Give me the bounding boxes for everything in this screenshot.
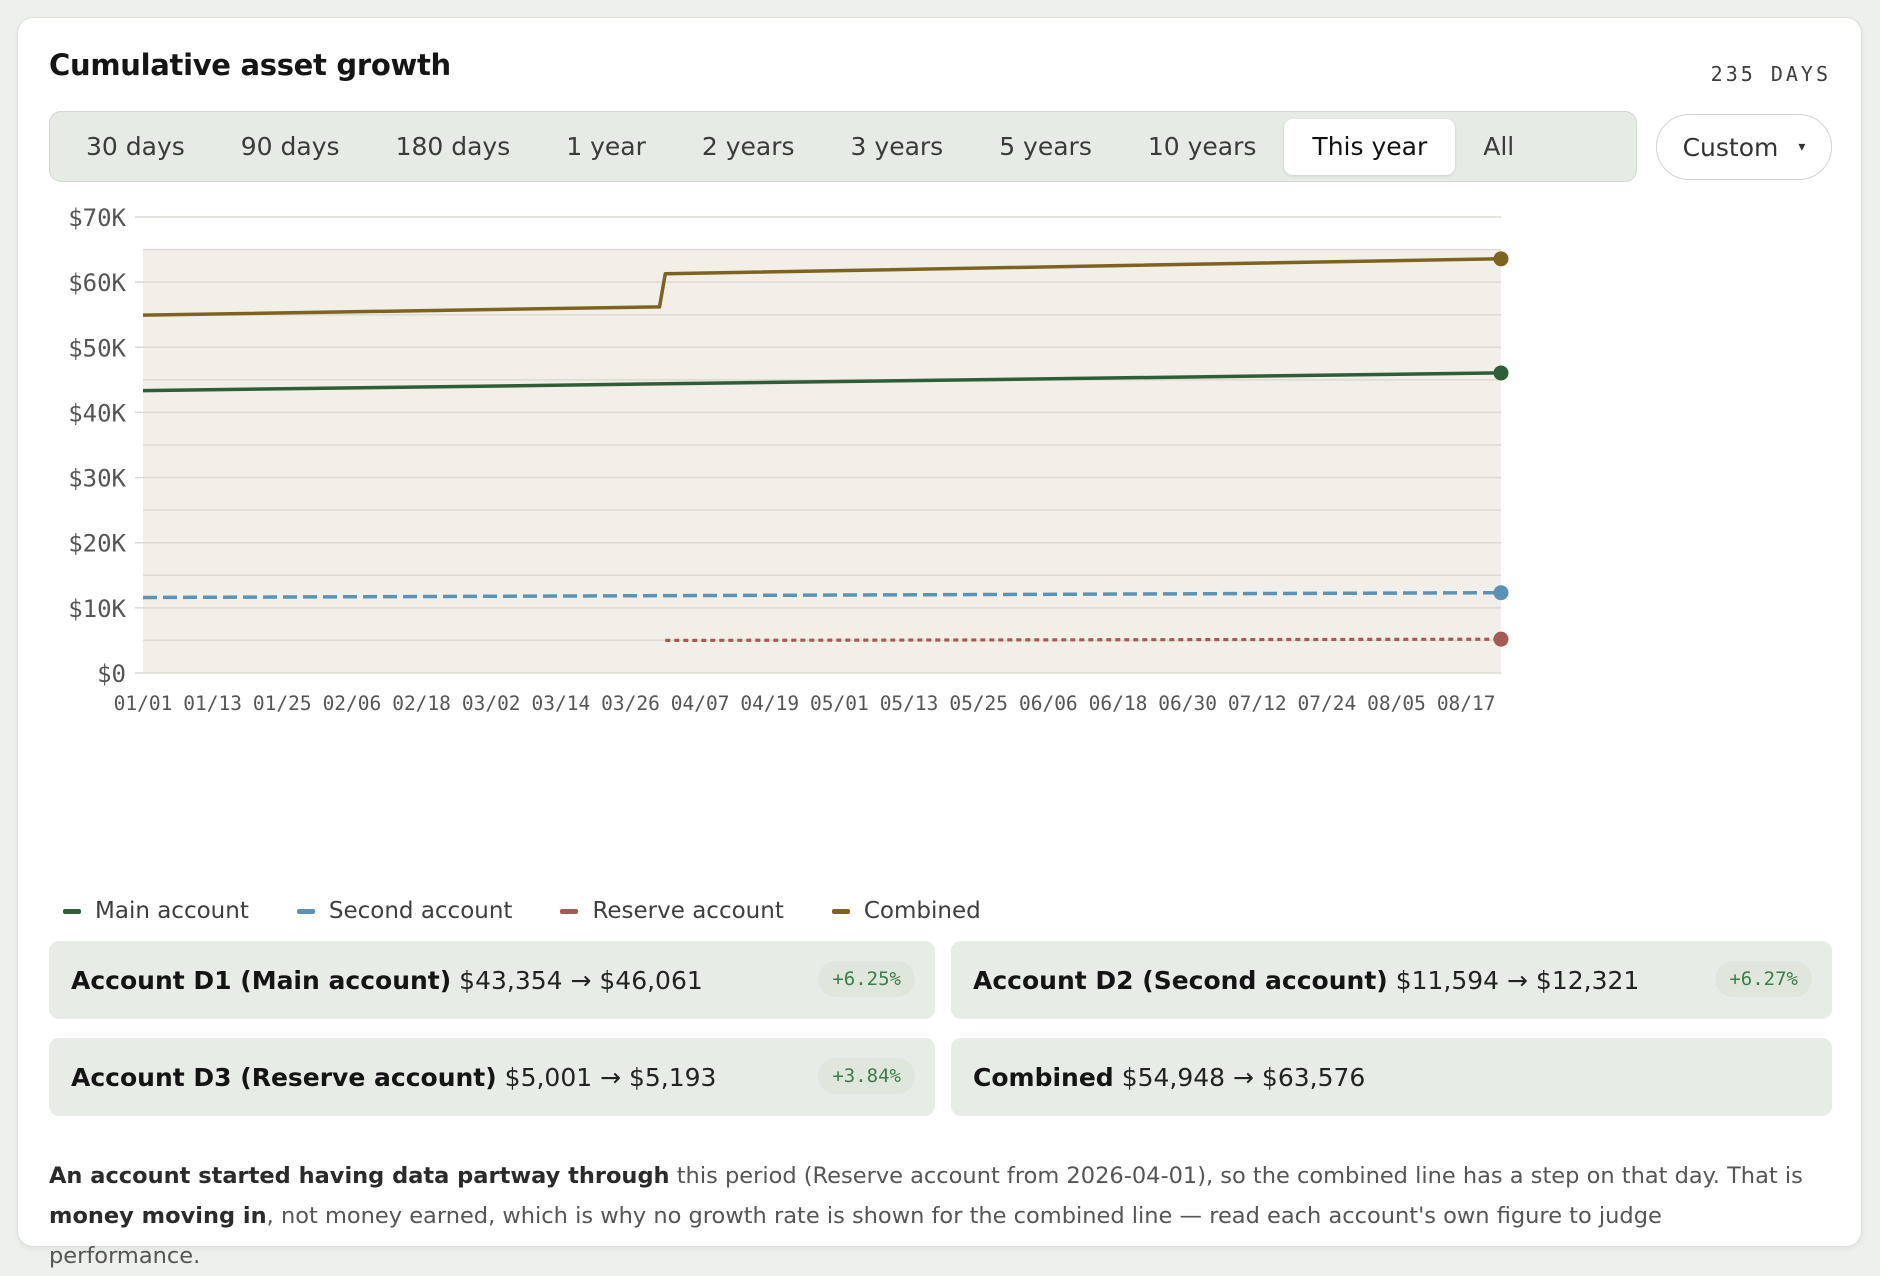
legend-label-main: Main account [95,898,249,924]
range-3-years[interactable]: 3 years [850,131,944,161]
legend-label-second: Second account [328,898,513,924]
x-tick-label: 04/19 [740,692,799,715]
range-selector: 30 days 90 days 180 days 1 year 2 years … [49,111,1637,182]
x-tick-label: 06/18 [1089,692,1148,715]
y-tick-label: $40K [68,399,126,427]
x-tick-label: 03/26 [601,692,660,715]
y-tick-label: $20K [68,530,126,558]
custom-range-dropdown[interactable]: Custom ▾ [1656,114,1832,180]
account-card-d2: Account D2 (Second account) $11,594 → $1… [951,941,1832,1019]
legend-item-main: Main account [63,898,249,924]
asset-growth-card: Cumulative asset growth 235 DAYS 30 days… [17,17,1862,1269]
x-tick-label: 06/30 [1158,692,1217,715]
x-tick-label: 08/17 [1437,692,1496,715]
x-tick-label: 07/24 [1298,692,1357,715]
range-all[interactable]: All [1483,131,1515,161]
note-emphasis-2: money moving in [49,1203,267,1229]
custom-range-label: Custom [1682,132,1779,162]
chart-legend: Main account Second account Reserve acco… [63,898,981,924]
x-tick-label: 01/25 [253,692,312,715]
series-endpoint-main [1493,365,1509,381]
card-title: Cumulative asset growth [49,48,451,82]
note-emphasis-1: An account started having data partway t… [49,1163,670,1189]
x-tick-label: 05/13 [880,692,939,715]
range-2-years[interactable]: 2 years [701,131,795,161]
legend-swatch-main [63,908,81,914]
account-name: Account D1 (Main account) [71,965,452,995]
account-card-combined: Combined $54,948 → $63,576 [951,1038,1832,1116]
x-tick-label: 07/12 [1228,692,1287,715]
y-tick-label: $70K [68,204,126,232]
plot-area-background [143,249,1501,674]
account-values: $43,354 → $46,061 [459,965,703,995]
series-line-reserve [665,637,1502,642]
range-5-years[interactable]: 5 years [999,131,1092,161]
note-text-1: this period (Reserve account from 2026-0… [669,1163,1803,1189]
legend-swatch-second [296,908,315,914]
x-tick-label: 08/05 [1367,692,1426,715]
legend-label-combined: Combined [863,898,981,924]
chevron-down-icon: ▾ [1798,139,1806,155]
account-card-d1: Account D1 (Main account) $43,354 → $46,… [49,941,935,1019]
y-tick-label: $10K [68,595,126,623]
x-tick-label: 03/14 [531,692,590,715]
x-tick-label: 01/13 [183,692,242,715]
x-tick-label: 02/06 [323,692,382,715]
legend-item-second: Second account [296,898,513,924]
series-endpoint-reserve [1493,631,1509,647]
series-line-combined [142,257,1502,317]
growth-badge: +6.25% [818,961,915,997]
explanation-note: An account started having data partway t… [49,1156,1819,1276]
account-name: Account D2 (Second account) [973,965,1388,995]
account-name: Account D3 (Reserve account) [71,1062,497,1092]
growth-badge: +3.84% [818,1058,915,1094]
x-tick-label: 04/07 [671,692,730,715]
legend-swatch-combined [831,908,850,914]
range-90-days[interactable]: 90 days [240,131,340,161]
series-endpoint-second [1493,585,1509,601]
range-1-year[interactable]: 1 year [566,131,646,161]
range-180-days[interactable]: 180 days [395,131,511,161]
x-tick-label: 02/18 [392,692,451,715]
range-this-year[interactable]: This year [1284,118,1456,175]
series-line-second [142,590,1502,600]
x-tick-label: 03/02 [462,692,521,715]
growth-line-chart: $0 $10K $20K $30K $40K $50K $60K $70K 01/01 01/13… [68,204,1509,715]
x-tick-label: 05/25 [949,692,1008,715]
note-text-2: , not money earned, which is why no grow… [49,1203,1662,1269]
legend-item-reserve: Reserve account [560,898,784,924]
series-endpoint-combined [1493,251,1509,267]
x-tick-label: 05/01 [810,692,869,715]
series-line-main [142,371,1502,393]
account-name: Combined [973,1062,1114,1092]
legend-swatch-reserve [560,908,579,914]
period-days-label: 235 DAYS [1710,62,1831,86]
x-tick-label: 06/06 [1019,692,1078,715]
account-values: $11,594 → $12,321 [1395,965,1640,995]
legend-label-reserve: Reserve account [592,898,784,924]
growth-badge: +6.27% [1715,961,1812,997]
y-tick-label: $60K [68,269,126,297]
legend-item-combined: Combined [831,898,981,924]
y-tick-label: $30K [68,465,126,493]
y-tick-label: $0 [97,660,126,688]
range-30-days[interactable]: 30 days [86,131,185,161]
x-tick-label: 01/01 [114,692,173,715]
account-values: $5,001 → $5,193 [504,1062,717,1092]
account-values: $54,948 → $63,576 [1121,1062,1366,1092]
y-tick-label: $50K [68,334,126,362]
account-card-d3: Account D3 (Reserve account) $5,001 → $5… [49,1038,935,1116]
range-10-years[interactable]: 10 years [1147,131,1257,161]
